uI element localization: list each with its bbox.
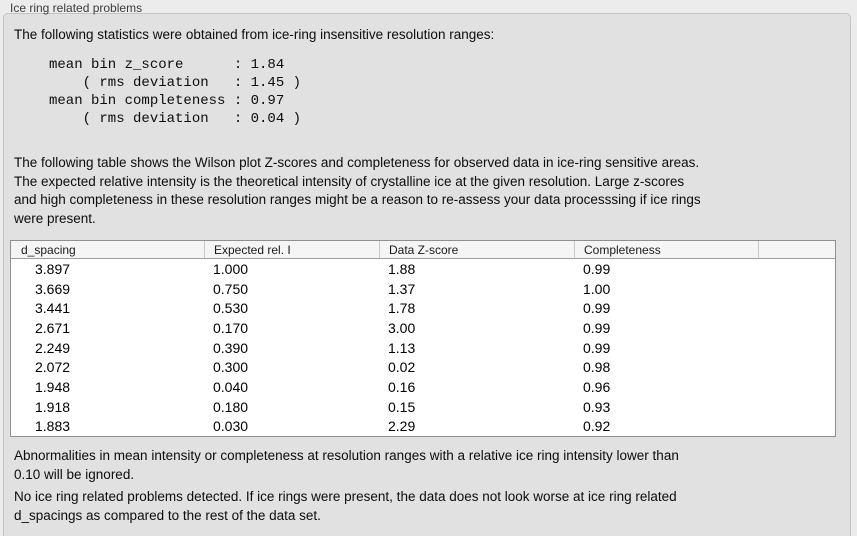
cell-d-spacing: 2.671 (35, 319, 71, 336)
cell-data-z-score: 1.37 (388, 280, 416, 297)
cell-d-spacing: 2.072 (35, 359, 71, 376)
table-row[interactable]: 1.883 0.030 2.29 0.92 (11, 417, 835, 437)
cell-data-z-score: 3.00 (388, 319, 416, 336)
ignore-note-text: Abnormalities in mean intensity or compl… (14, 448, 679, 482)
cell-expected-rel-i: 1.000 (213, 260, 249, 277)
cell-d-spacing: 1.918 (35, 398, 71, 415)
cell-completeness: 0.99 (583, 260, 611, 277)
cell-spacer (758, 417, 835, 437)
cell-data-z-score: 1.88 (388, 260, 416, 277)
cell-completeness: 0.92 (583, 418, 611, 435)
cell-data-z-score: 1.13 (388, 339, 416, 356)
table-row[interactable]: 2.072 0.300 0.02 0.98 (11, 357, 835, 377)
table-row[interactable]: 2.671 0.170 3.00 0.99 (11, 318, 835, 338)
table-row[interactable]: 1.948 0.040 0.16 0.96 (11, 377, 835, 397)
cell-expected-rel-i: 0.170 (213, 319, 249, 336)
table-description-text: The following table shows the Wilson plo… (14, 155, 701, 226)
cell-d-spacing: 2.249 (35, 339, 71, 356)
cell-expected-rel-i: 0.030 (213, 418, 249, 435)
cell-completeness: 0.98 (583, 359, 611, 376)
header-cell-expected-rel-i[interactable]: Expected rel. I (204, 241, 379, 258)
header-cell-completeness[interactable]: Completeness (574, 241, 758, 258)
cell-completeness: 0.93 (583, 398, 611, 415)
cell-spacer (758, 397, 835, 417)
cell-data-z-score: 0.16 (388, 378, 416, 395)
cell-expected-rel-i: 0.040 (213, 378, 249, 395)
cell-expected-rel-i: 0.750 (213, 280, 249, 297)
cell-spacer (758, 338, 835, 358)
cell-data-z-score: 0.15 (388, 398, 416, 415)
cell-expected-rel-i: 0.530 (213, 300, 249, 317)
stats-intro-text: The following statistics were obtained f… (14, 27, 495, 42)
cell-d-spacing: 1.948 (35, 378, 71, 395)
conclusion-text: No ice ring related problems detected. I… (14, 489, 677, 523)
table-row[interactable]: 1.918 0.180 0.15 0.93 (11, 397, 835, 417)
cell-completeness: 1.00 (583, 280, 611, 297)
cell-completeness: 0.99 (583, 300, 611, 317)
cell-spacer (758, 279, 835, 299)
stats-summary-block: mean bin z_score : 1.84 ( rms deviation … (49, 57, 302, 127)
cell-d-spacing: 3.897 (35, 260, 71, 277)
cell-completeness: 0.99 (583, 339, 611, 356)
cell-expected-rel-i: 0.390 (213, 339, 249, 356)
cell-d-spacing: 3.669 (35, 280, 71, 297)
table-row[interactable]: 2.249 0.390 1.13 0.99 (11, 338, 835, 358)
cell-spacer (758, 298, 835, 318)
cell-expected-rel-i: 0.180 (213, 398, 249, 415)
cell-d-spacing: 1.883 (35, 418, 71, 435)
table-row[interactable]: 3.897 1.000 1.88 0.99 (11, 259, 835, 279)
cell-data-z-score: 1.78 (388, 300, 416, 317)
table-row[interactable]: 3.441 0.530 1.78 0.99 (11, 298, 835, 318)
header-cell-data-z-score[interactable]: Data Z-score (379, 241, 574, 258)
cell-d-spacing: 3.441 (35, 300, 71, 317)
ice-ring-table[interactable]: d_spacing Expected rel. I Data Z-score C… (10, 240, 836, 438)
cell-completeness: 0.96 (583, 378, 611, 395)
cell-spacer (758, 259, 835, 279)
header-cell-d-spacing[interactable]: d_spacing (21, 242, 76, 257)
cell-spacer (758, 377, 835, 397)
cell-expected-rel-i: 0.300 (213, 359, 249, 376)
cell-data-z-score: 0.02 (388, 359, 416, 376)
cell-completeness: 0.99 (583, 319, 611, 336)
table-row[interactable]: 3.669 0.750 1.37 1.00 (11, 279, 835, 299)
panel-title: Ice ring related problems (10, 1, 143, 15)
table-header-row: d_spacing Expected rel. I Data Z-score C… (11, 241, 835, 259)
ice-ring-groupbox: The following statistics were obtained f… (3, 13, 851, 536)
cell-spacer (758, 357, 835, 377)
header-cell-spacer (758, 241, 835, 258)
cell-spacer (758, 318, 835, 338)
cell-data-z-score: 2.29 (388, 418, 416, 435)
